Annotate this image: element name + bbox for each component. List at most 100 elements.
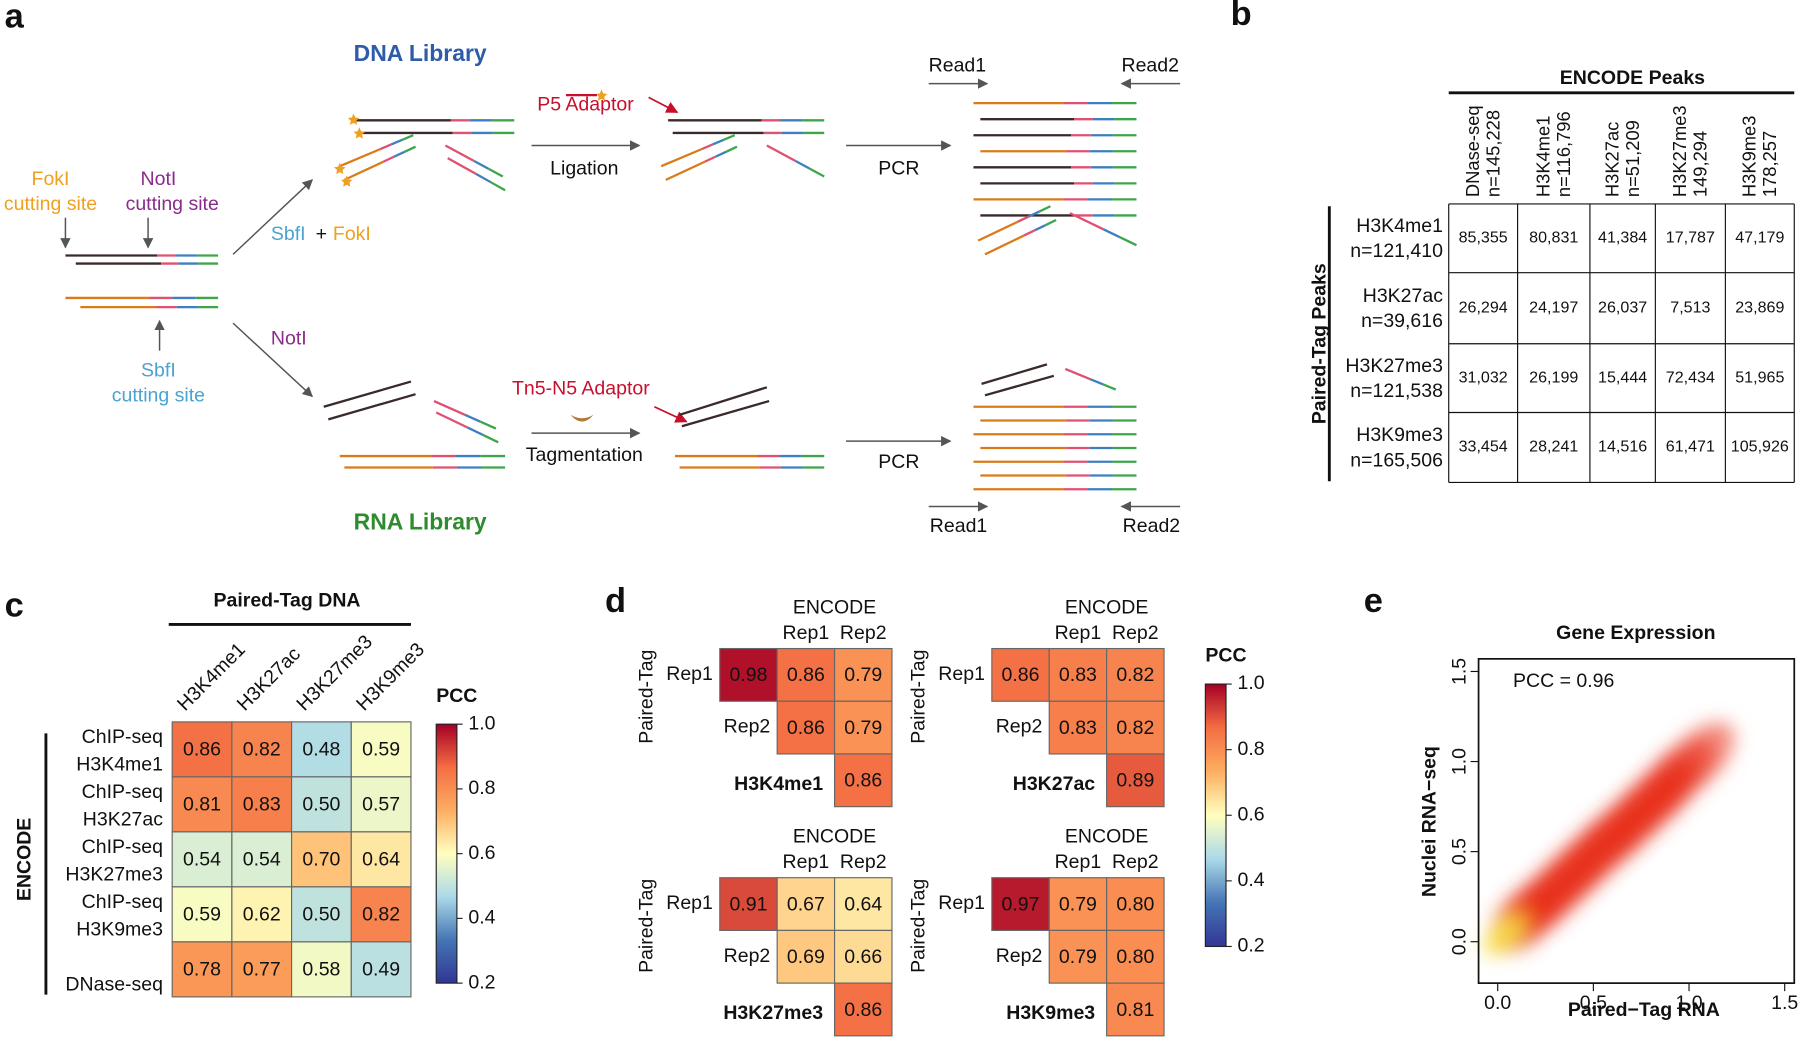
fragment	[712, 138, 725, 146]
star	[595, 89, 608, 101]
heatmap-cell	[350, 721, 412, 778]
fragment	[327, 393, 416, 421]
table-cell: 15,444	[1598, 368, 1647, 386]
column-header: H3K27me3	[1669, 105, 1690, 197]
point	[1484, 917, 1523, 956]
row-header: H3K9me3	[1356, 424, 1443, 446]
fragment	[725, 145, 738, 153]
panel-label: b	[1231, 0, 1252, 33]
fragment	[794, 159, 811, 170]
colorbar-title: PCC	[1205, 645, 1246, 667]
fragment	[1023, 229, 1036, 237]
y-title: Paired-Tag	[908, 879, 930, 973]
mark-name: H3K9me3	[1006, 1002, 1095, 1024]
cell-label: 0.89	[1116, 770, 1154, 792]
colorbar-tick-label: 0.4	[468, 907, 495, 929]
fragment	[723, 134, 736, 141]
fragment	[809, 167, 825, 178]
x-tick-label: Rep2	[840, 851, 887, 873]
y-tick-label: Rep1	[666, 663, 713, 685]
fragment	[379, 143, 392, 151]
cell-label: 0.91	[729, 893, 767, 915]
column-header: DNase-seq	[1462, 105, 1483, 197]
cell-label: 0.79	[1059, 946, 1097, 968]
fragment	[1044, 218, 1057, 227]
row-header: H3K27me3	[1345, 355, 1443, 377]
fragment	[487, 167, 504, 178]
table-cell: 17,787	[1666, 229, 1715, 247]
table-cell: 26,294	[1459, 298, 1508, 316]
y-tick-label: 0.0	[1448, 928, 1470, 955]
heatmap-cell	[1106, 700, 1165, 755]
fragment	[343, 160, 385, 181]
heatmap-cell	[833, 700, 893, 755]
cell-label: 0.66	[844, 946, 882, 968]
x-title: ENCODE	[793, 597, 876, 619]
charts: 0.86 0.82 0.48 0.59 0.81 0.83 0.50 0.57 0.54 0.54…	[13, 590, 1798, 1037]
heatmap-cell	[171, 941, 233, 998]
cell-label: 0.86	[844, 999, 882, 1021]
colorbar-tick-label: 0.8	[468, 777, 495, 799]
y-title: Paired-Tag	[636, 879, 658, 973]
heatmap-cell	[171, 776, 233, 833]
adaptor: P5 Adaptor	[537, 94, 634, 116]
mark-name: H3K27ac	[1013, 773, 1096, 795]
colorbar-tick-label: 0.2	[1238, 935, 1265, 957]
heatmap-cell	[1048, 929, 1108, 984]
mark-name: H3K4me1	[734, 773, 823, 795]
row-header: H3K27ac	[1363, 285, 1443, 307]
table-cell: 28,241	[1529, 438, 1578, 456]
colorbar-tick-label: 0.4	[1238, 869, 1265, 891]
column-header: n=51,209	[1622, 120, 1643, 197]
cell-label: 0.83	[1059, 664, 1097, 686]
y-tick-label: 1.0	[1448, 748, 1470, 775]
fragment	[479, 420, 497, 430]
y-tick-label: H3K27me3	[65, 864, 163, 886]
fragment	[704, 155, 717, 163]
y-tick-label: H3K4me1	[76, 754, 163, 776]
y-tick-label: Rep2	[724, 945, 771, 967]
fragment	[393, 150, 406, 158]
table-cell: 14,516	[1598, 438, 1647, 456]
column-header: n=116,796	[1553, 111, 1574, 197]
colorbar	[1204, 683, 1227, 948]
fragment	[1102, 383, 1117, 391]
star	[340, 175, 353, 187]
arrow	[232, 322, 314, 398]
fragment	[1102, 228, 1121, 239]
x-tick-label: Rep1	[783, 622, 830, 644]
fragment	[1064, 367, 1091, 381]
plus: +	[316, 223, 327, 245]
noti-site: cutting site	[126, 193, 219, 215]
cell-label: 0.81	[183, 794, 221, 816]
column-header: H3K9me3	[1738, 116, 1759, 198]
heatmap-cell	[231, 831, 293, 888]
fragment	[404, 145, 417, 153]
fragment	[433, 399, 466, 416]
heatmap-cell	[833, 877, 893, 931]
pcr: PCR	[878, 158, 919, 180]
noti-enzyme: NotI	[271, 327, 307, 349]
heatmap-cell	[776, 929, 836, 984]
table-cell: 24,197	[1529, 298, 1578, 316]
cell-label: 0.54	[243, 849, 281, 871]
cell-label: 0.81	[1116, 999, 1154, 1021]
cell-label: 0.86	[787, 664, 825, 686]
x-title: ENCODE	[793, 826, 876, 848]
table-cell: 47,179	[1735, 229, 1784, 247]
x-tick-label: 0.0	[1484, 992, 1511, 1014]
cell-label: 0.59	[362, 739, 400, 761]
fragment	[660, 148, 703, 168]
cell-label: 0.77	[243, 959, 281, 981]
cell-label: 0.86	[844, 770, 882, 792]
workflow-diagram: DNA Library RNA Library FokI cutting sit…	[4, 40, 1180, 537]
rna-library: RNA Library	[354, 509, 487, 535]
colorbar-title: PCC	[436, 685, 477, 707]
fragment	[981, 363, 1048, 385]
cell-label: 0.82	[362, 904, 400, 926]
fragment	[435, 411, 468, 429]
step: Ligation	[550, 158, 618, 180]
fragment	[977, 220, 1019, 242]
fragment	[1119, 236, 1137, 247]
cell-label: 0.80	[1116, 946, 1154, 968]
